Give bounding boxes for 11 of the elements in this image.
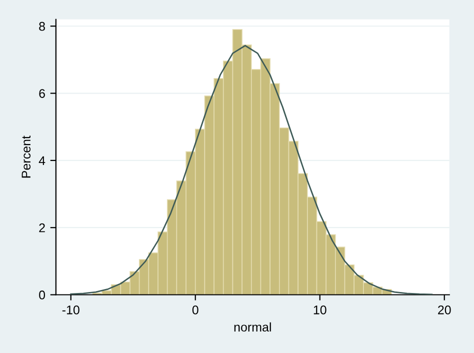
x-tick-label: -10 <box>62 306 80 314</box>
y-tick-label: 0 <box>39 290 46 300</box>
y-tick-label: 8 <box>39 22 45 31</box>
x-axis-title: normal <box>234 322 271 332</box>
x-tick-label: 10 <box>314 306 326 314</box>
y-tick-label: 4 <box>38 156 46 165</box>
x-tick-label: 20 <box>438 306 451 314</box>
x-tick-label: 0 <box>192 306 198 314</box>
y-axis-title: Percent <box>22 136 31 178</box>
y-tick-label: 2 <box>39 223 45 232</box>
y-tick-label: 6 <box>39 89 45 98</box>
